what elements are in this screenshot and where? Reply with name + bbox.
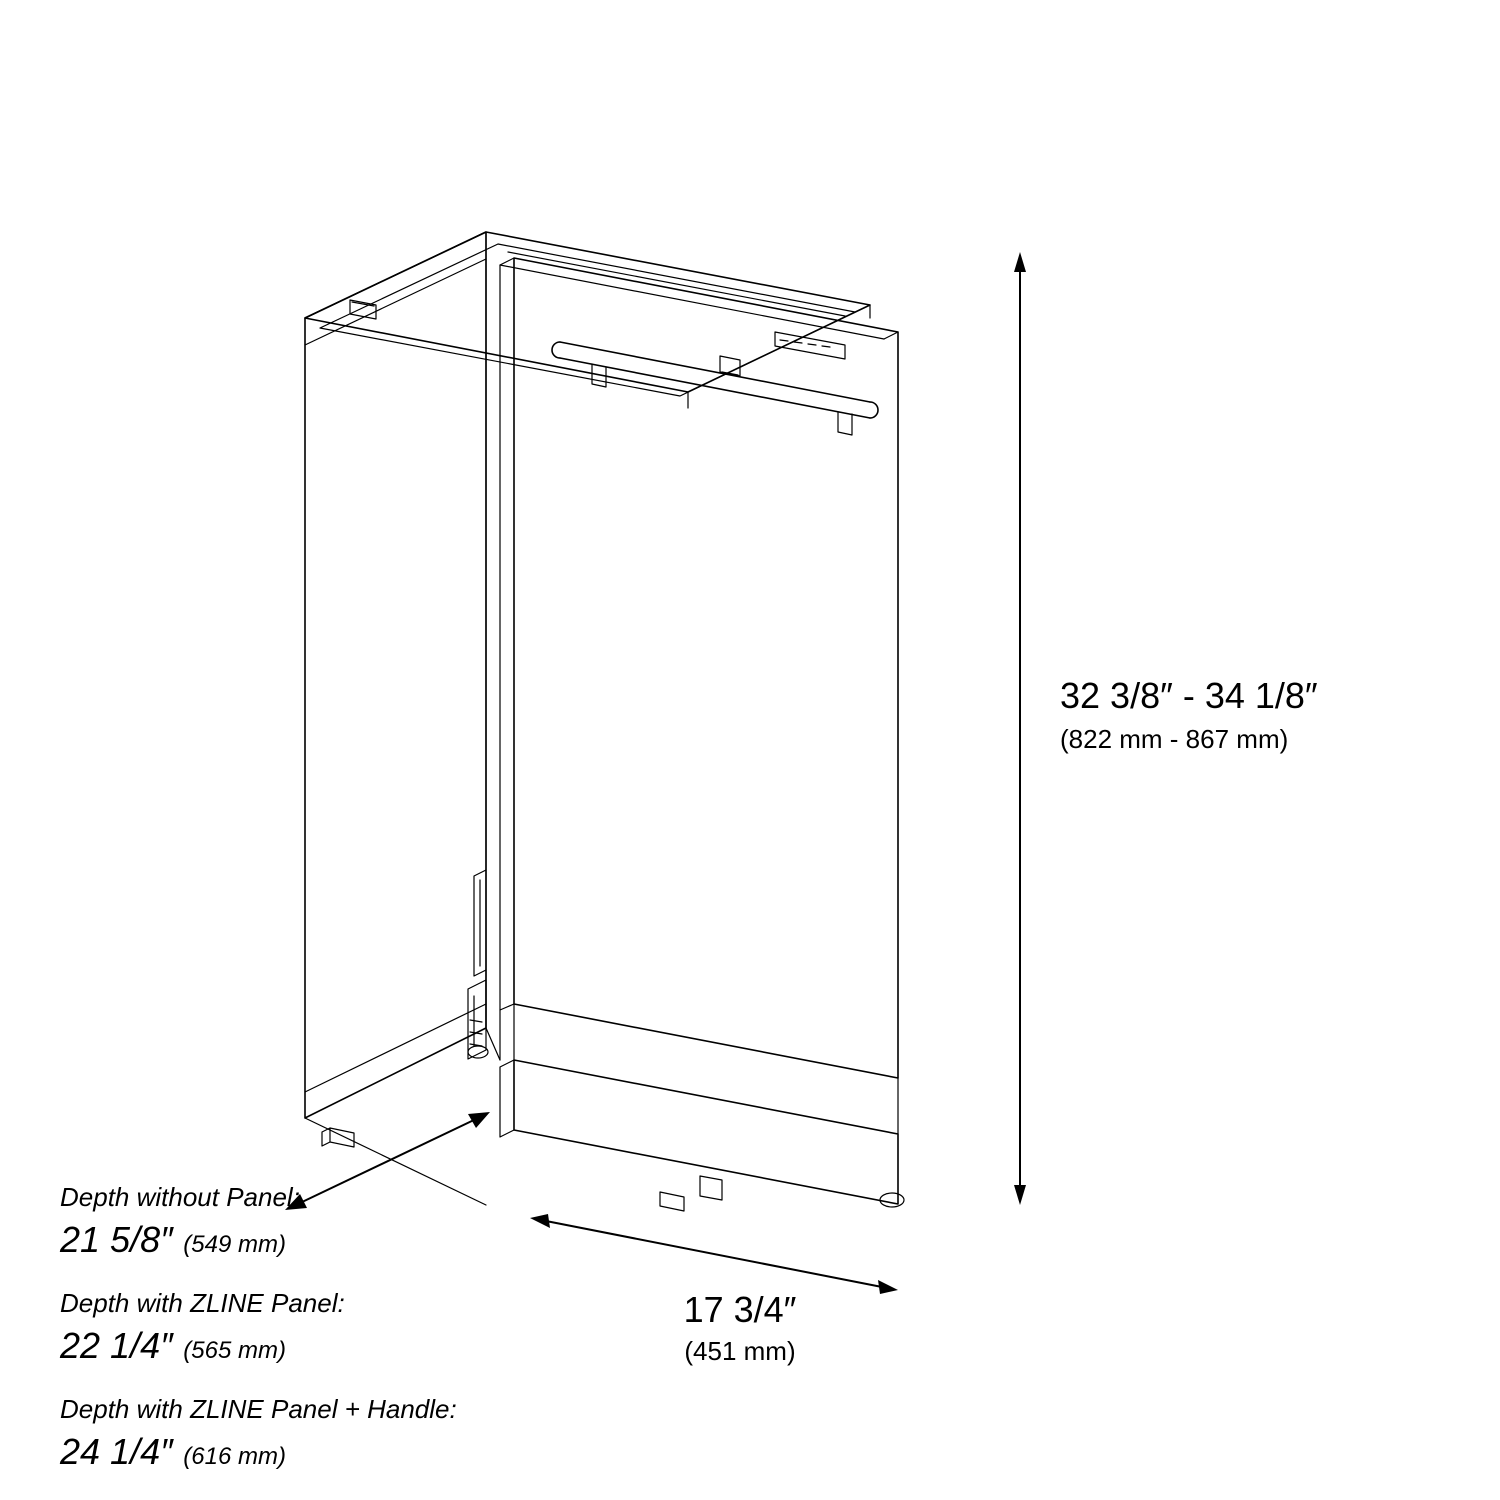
depth-with-panel-handle-primary: 24 1/4″ — [59, 1431, 174, 1472]
dimension-diagram: 32 3/8″ - 34 1/8″ (822 mm - 867 mm) 17 3… — [0, 0, 1500, 1500]
depth-without-panel-primary: 21 5/8″ — [59, 1219, 174, 1260]
height-secondary: (822 mm - 867 mm) — [1060, 724, 1288, 754]
depth-text-block: Depth without Panel: 21 5/8″ (549 mm) De… — [59, 1182, 457, 1472]
svg-text:22 1/4″ (565 mm): 22 1/4″ (565 mm) — [59, 1325, 286, 1366]
height-primary: 32 3/8″ - 34 1/8″ — [1060, 675, 1318, 716]
hinge-detail — [468, 870, 488, 1059]
depth-with-panel-primary: 22 1/4″ — [59, 1325, 174, 1366]
depth-with-panel-handle-secondary: (616 mm) — [183, 1443, 286, 1470]
depth-with-panel-label: Depth with ZLINE Panel: — [60, 1288, 345, 1318]
dimension-height: 32 3/8″ - 34 1/8″ (822 mm - 867 mm) — [1014, 252, 1318, 1205]
appliance-linework — [305, 232, 904, 1211]
width-secondary: (451 mm) — [684, 1336, 795, 1366]
dimension-width: 17 3/4″ (451 mm) — [530, 1214, 898, 1366]
depth-with-panel-handle-label: Depth with ZLINE Panel + Handle: — [60, 1394, 457, 1424]
svg-text:24 1/4″ (616 mm): 24 1/4″ (616 mm) — [59, 1431, 286, 1472]
depth-with-panel-secondary: (565 mm) — [183, 1337, 286, 1364]
width-primary: 17 3/4″ — [684, 1289, 797, 1330]
svg-text:21 5/8″ (549 mm): 21 5/8″ (549 mm) — [59, 1219, 286, 1260]
depth-without-panel-secondary: (549 mm) — [183, 1231, 286, 1258]
feet — [322, 1128, 684, 1211]
dimension-depth: Depth without Panel: 21 5/8″ (549 mm) De… — [59, 1112, 490, 1472]
depth-without-panel-label: Depth without Panel: — [60, 1182, 300, 1212]
